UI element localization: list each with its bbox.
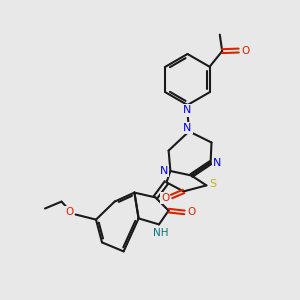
Text: N: N — [213, 158, 221, 168]
Text: N: N — [183, 105, 192, 116]
Text: N: N — [160, 166, 168, 176]
Text: O: O — [65, 207, 73, 217]
Text: O: O — [241, 46, 249, 56]
Text: O: O — [161, 193, 169, 203]
Text: S: S — [209, 179, 217, 189]
Text: O: O — [187, 207, 195, 218]
Text: NH: NH — [153, 228, 168, 238]
Text: N: N — [183, 123, 192, 133]
